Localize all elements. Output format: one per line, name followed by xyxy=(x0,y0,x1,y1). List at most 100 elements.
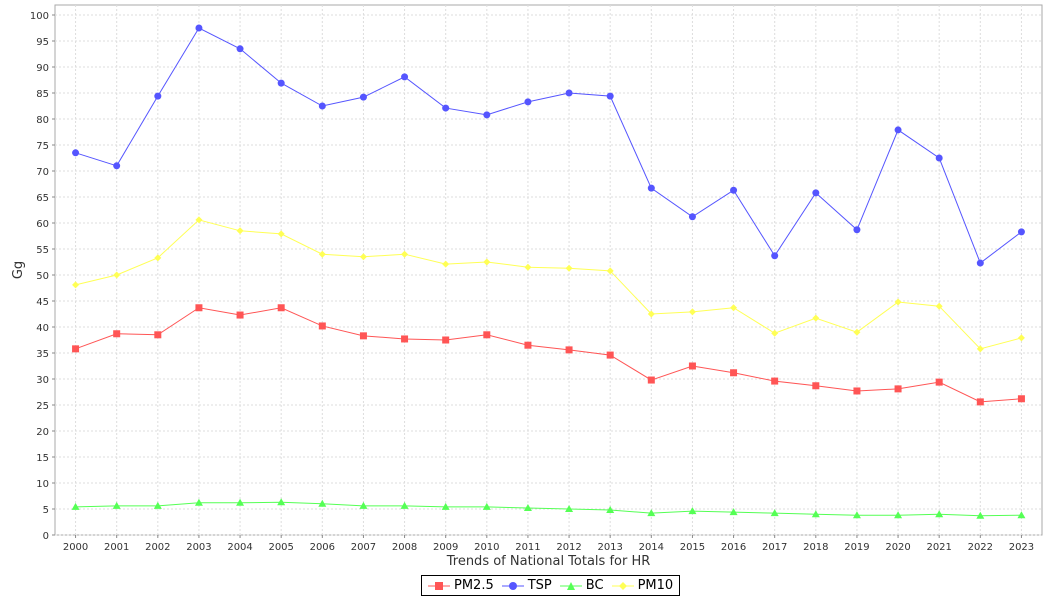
data-point xyxy=(483,111,491,119)
data-point xyxy=(565,346,573,354)
data-point xyxy=(359,93,367,101)
data-point xyxy=(318,250,326,258)
data-point xyxy=(236,45,244,53)
data-point xyxy=(482,502,491,510)
legend-item-bc: BC xyxy=(559,578,604,593)
data-point xyxy=(647,184,655,192)
data-point xyxy=(524,341,532,349)
legend-label: PM10 xyxy=(637,578,674,593)
data-point xyxy=(442,104,450,112)
legend-label: BC xyxy=(585,578,604,593)
x-tick-label: 2001 xyxy=(104,542,129,553)
data-point xyxy=(935,302,943,310)
data-point xyxy=(318,322,326,330)
x-tick-label: 2007 xyxy=(351,542,376,553)
legend-label: TSP xyxy=(527,578,552,593)
data-point xyxy=(976,398,984,406)
data-point xyxy=(195,24,203,32)
series-line xyxy=(75,219,1022,350)
data-point xyxy=(771,252,779,260)
data-point xyxy=(318,499,327,507)
x-tick-label: 2005 xyxy=(268,542,293,553)
y-tick-label: 5 xyxy=(43,505,49,516)
x-tick-label: 2000 xyxy=(63,542,88,553)
x-tick-label: 2014 xyxy=(639,542,664,553)
y-tick-label: 85 xyxy=(36,89,49,100)
y-tick-label: 95 xyxy=(36,37,49,48)
x-tick-label: 2002 xyxy=(145,542,170,553)
data-point xyxy=(483,331,491,339)
data-point xyxy=(647,509,656,517)
data-point xyxy=(1017,395,1025,403)
data-point xyxy=(730,304,738,312)
x-tick-label: 2017 xyxy=(762,542,787,553)
data-point xyxy=(565,505,574,512)
data-point xyxy=(71,502,80,510)
data-point xyxy=(688,308,696,316)
data-point xyxy=(565,89,573,97)
data-point xyxy=(647,310,655,318)
data-point xyxy=(359,253,367,261)
data-point xyxy=(195,216,203,224)
series-line xyxy=(75,27,1022,264)
data-point xyxy=(153,501,162,509)
data-point xyxy=(401,73,409,81)
x-tick-label: 2022 xyxy=(968,542,993,553)
data-point xyxy=(359,332,367,340)
data-point xyxy=(770,509,779,517)
x-tick-label: 2009 xyxy=(433,542,458,553)
legend-item-pm10: PM10 xyxy=(611,578,674,593)
data-point xyxy=(442,260,450,268)
x-tick-label: 2003 xyxy=(186,542,211,553)
y-tick-label: 45 xyxy=(36,297,49,308)
y-tick-label: 25 xyxy=(36,401,49,412)
legend-label: PM2.5 xyxy=(454,578,494,593)
data-point xyxy=(524,98,532,106)
data-point xyxy=(154,331,162,339)
data-point xyxy=(112,501,121,509)
x-tick-label: 2013 xyxy=(597,542,622,553)
data-point xyxy=(730,369,738,377)
y-tick-label: 55 xyxy=(36,245,49,256)
plot-area xyxy=(54,4,1043,536)
data-point xyxy=(236,311,244,319)
data-point xyxy=(72,281,80,289)
data-point xyxy=(688,507,697,515)
data-point xyxy=(730,186,738,194)
data-point xyxy=(1017,228,1025,236)
data-point xyxy=(194,498,203,506)
data-point xyxy=(976,511,985,519)
legend-item-pm25: PM2.5 xyxy=(428,578,494,593)
series-tsp xyxy=(72,24,1025,267)
y-tick-label: 70 xyxy=(36,167,49,178)
data-point xyxy=(565,264,573,272)
data-point xyxy=(441,502,450,510)
data-point xyxy=(812,189,820,197)
data-point xyxy=(277,230,285,238)
data-point xyxy=(894,511,903,519)
series-line xyxy=(75,307,1022,403)
data-point xyxy=(812,382,820,390)
legend: PM2.5 TSP BC PM10 xyxy=(421,575,681,596)
data-point xyxy=(894,385,902,393)
y-tick-label: 20 xyxy=(36,427,49,438)
series-pm10 xyxy=(72,216,1025,353)
data-point xyxy=(935,510,944,518)
y-tick-label: 35 xyxy=(36,349,49,360)
data-point xyxy=(606,267,614,275)
y-tick-label: 15 xyxy=(36,453,49,464)
data-point xyxy=(935,378,943,386)
y-tick-label: 100 xyxy=(30,11,49,22)
x-tick-label: 2010 xyxy=(474,542,499,553)
data-point xyxy=(277,79,285,87)
data-point xyxy=(853,387,861,395)
data-point xyxy=(400,501,409,509)
y-axis-label: Gg xyxy=(11,261,26,279)
data-point xyxy=(729,508,738,516)
data-point xyxy=(113,330,121,338)
data-point xyxy=(811,510,820,518)
x-tick-label: 2019 xyxy=(844,542,869,553)
data-point xyxy=(894,298,902,306)
data-point xyxy=(771,329,779,337)
y-tick-label: 0 xyxy=(43,531,49,542)
